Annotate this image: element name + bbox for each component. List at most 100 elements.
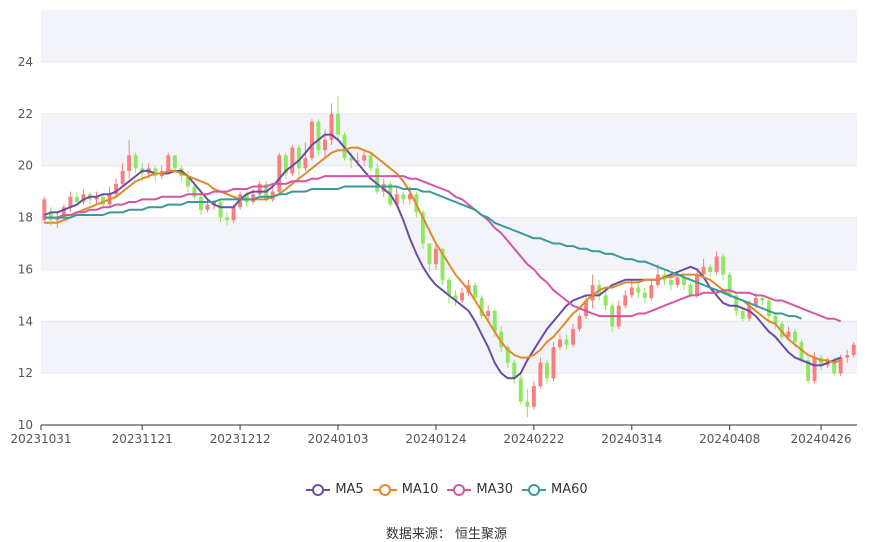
candle (616, 300, 621, 330)
candle (198, 194, 203, 215)
candle-body (512, 362, 517, 379)
legend-item-ma60[interactable]: MA60 (521, 482, 588, 497)
candle-body (453, 295, 458, 301)
candle-body (571, 329, 575, 345)
candle-body (773, 316, 778, 324)
candle-body (577, 316, 582, 330)
candle (623, 290, 628, 309)
candle-body (277, 155, 282, 192)
candle-body (766, 300, 771, 317)
candle-body (270, 191, 275, 200)
candle-body (838, 357, 843, 374)
candle-body (584, 300, 589, 317)
candle (551, 342, 556, 381)
candle-body (649, 284, 654, 298)
legend: MA5 MA10 MA30 MA60 (0, 482, 893, 501)
candle-body (120, 170, 125, 184)
data-source: 数据来源： 恒生聚源 (385, 527, 508, 542)
candle (649, 279, 654, 301)
candle-body (375, 168, 380, 192)
candle (290, 144, 295, 177)
candle-body (623, 295, 628, 306)
candle-body (303, 157, 308, 169)
x-tick-label: 20231212 (210, 432, 271, 446)
candle (368, 152, 373, 171)
candle-body (81, 194, 86, 203)
candle-body (133, 155, 138, 169)
candle (786, 326, 791, 340)
candle (473, 282, 478, 301)
candle-body (329, 113, 334, 140)
candle-body (747, 305, 752, 319)
candle-body (362, 155, 367, 161)
candle (107, 186, 112, 208)
candle-body (114, 183, 119, 195)
candle (642, 287, 647, 304)
candle-body (760, 297, 765, 301)
y-tick-label: 16 (18, 262, 33, 276)
candle (81, 189, 86, 205)
candle-body (518, 378, 523, 402)
y-tick-label: 18 (18, 211, 33, 225)
legend-label: MA30 (476, 482, 514, 497)
series-line-ma30 (44, 175, 842, 323)
candle (799, 339, 804, 363)
candle-body (799, 342, 804, 361)
candle-body (701, 266, 706, 275)
candle-body (851, 344, 856, 355)
candle-body (101, 196, 105, 205)
candle-body (590, 284, 595, 301)
candle-body (309, 121, 314, 158)
candle-body (806, 360, 810, 381)
x-tick-label: 20231121 (112, 432, 173, 446)
legend-label: MA10 (401, 482, 439, 497)
candle (94, 191, 99, 205)
candle (538, 357, 543, 389)
candle (558, 334, 562, 350)
candle-body (832, 360, 837, 374)
candle-body (316, 121, 321, 151)
candle (564, 334, 569, 350)
x-axis: 20231031 20231121 20231212 20240103 20240124… (10, 424, 857, 446)
candle-body (603, 295, 608, 306)
candle-body (473, 284, 478, 298)
candle-body (94, 196, 99, 200)
legend-item-ma5[interactable]: MA5 (305, 482, 364, 497)
x-tick-label: 20240124 (405, 432, 466, 446)
series-line-ma10 (44, 146, 842, 364)
legend-item-ma30[interactable]: MA30 (446, 482, 513, 497)
legend-item-ma10[interactable]: MA10 (372, 482, 439, 497)
series-line-ma60 (44, 185, 802, 320)
candle (851, 342, 856, 358)
candle-body (420, 212, 425, 244)
candle-body (734, 295, 739, 311)
candle-body (355, 160, 360, 162)
plot-band (41, 321, 857, 374)
plot-band (41, 113, 857, 166)
candle (427, 243, 432, 273)
candle-body (708, 266, 713, 273)
candle (525, 388, 530, 418)
candle-body (225, 217, 230, 221)
candle-body (251, 194, 256, 203)
candle-body (486, 310, 491, 317)
candle-body (205, 204, 210, 210)
candle (270, 186, 275, 203)
candle (42, 196, 47, 223)
candle (329, 103, 334, 145)
kline-chart[interactable]: 10 12 14 16 18 20 22 24 20231031 20231121 2023121… (0, 0, 893, 470)
candle-body (740, 310, 745, 319)
candle (453, 290, 458, 306)
candle-body (290, 147, 295, 174)
legend-label: MA60 (551, 482, 588, 497)
candle-body (68, 196, 73, 208)
candle (479, 295, 484, 319)
candle (277, 152, 282, 195)
candle-body (283, 155, 288, 174)
candle (114, 178, 119, 197)
candle (375, 163, 380, 195)
candle (225, 212, 230, 226)
candle-body (564, 339, 569, 345)
candle (845, 349, 850, 363)
candle-body (492, 310, 497, 332)
